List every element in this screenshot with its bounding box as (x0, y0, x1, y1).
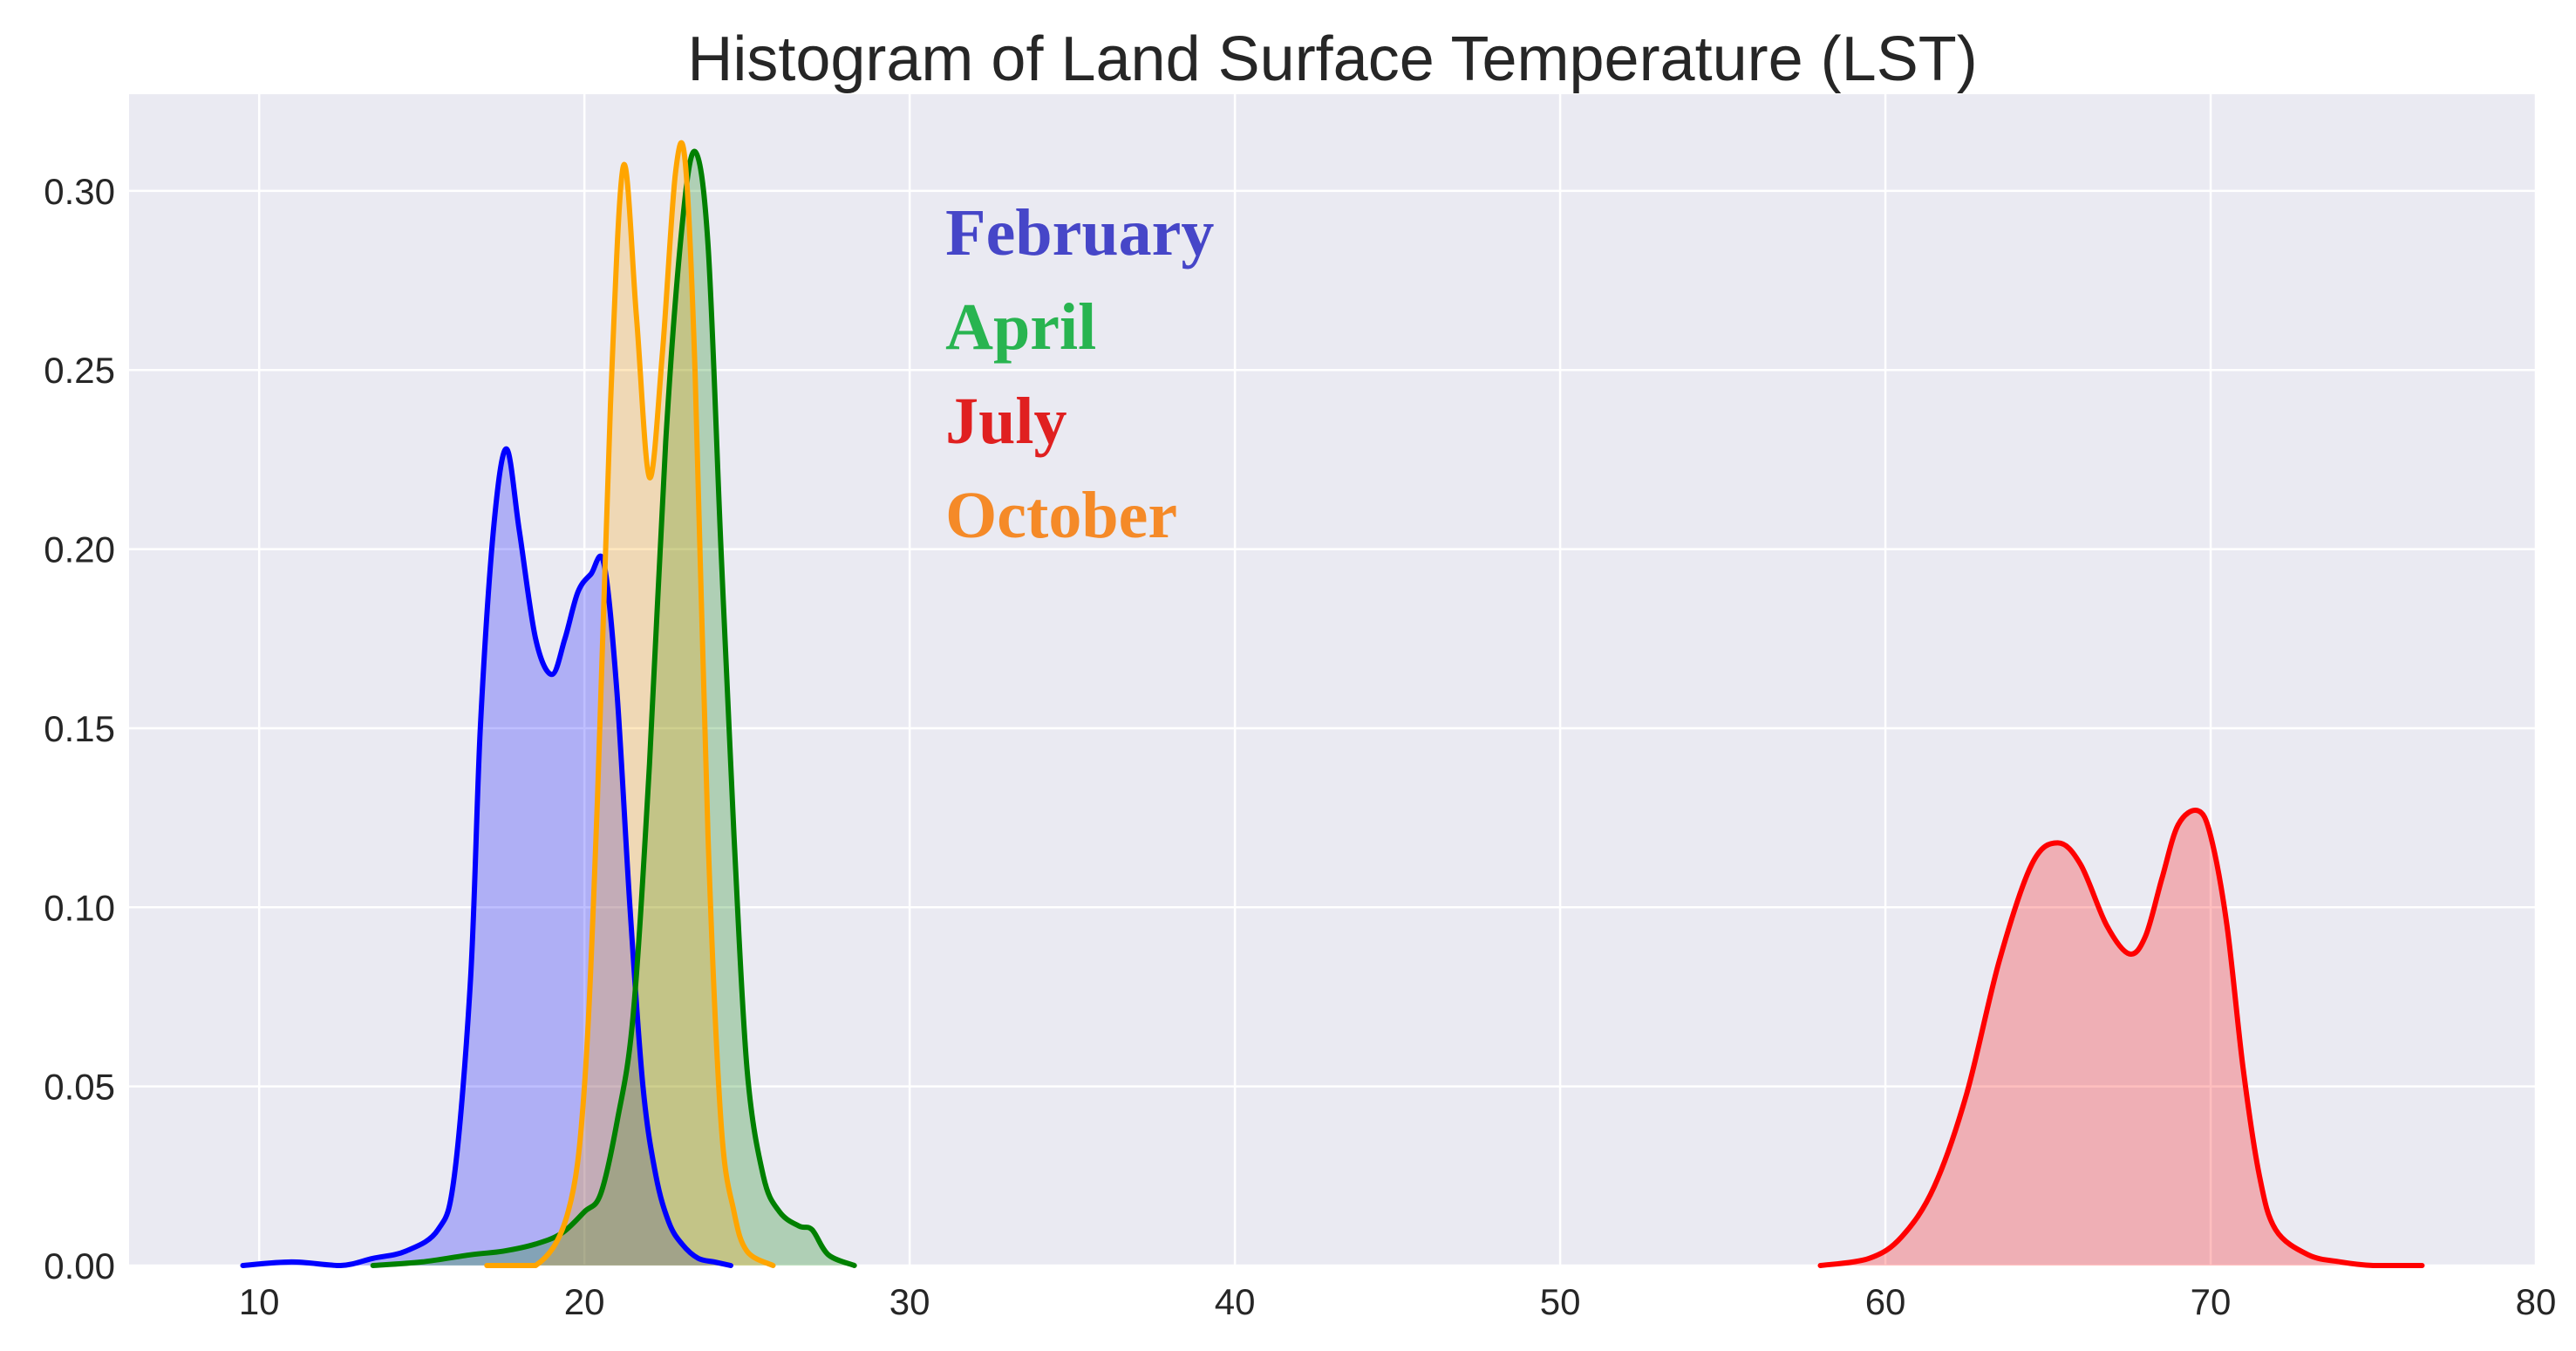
plot-area (129, 94, 2536, 1266)
february-line (240, 446, 733, 1268)
legend-february: February (945, 196, 1214, 270)
chart-title: Histogram of Land Surface Temperature (L… (687, 24, 1977, 94)
y-tick-label: 0.25 (44, 350, 115, 391)
y-tick-label: 0.05 (44, 1067, 115, 1108)
x-tick-label: 40 (1215, 1281, 1256, 1322)
february-area (242, 448, 731, 1266)
x-tick-label: 60 (1865, 1281, 1906, 1322)
x-tick-label: 70 (2191, 1281, 2232, 1322)
y-tick-label: 0.20 (44, 529, 115, 570)
x-tick-label: 50 (1540, 1281, 1581, 1322)
october-area (487, 142, 773, 1266)
x-tick-label: 10 (239, 1281, 280, 1322)
y-tick-label: 0.15 (44, 708, 115, 749)
legend-april: April (945, 290, 1096, 364)
y-tick-label: 0.10 (44, 887, 115, 928)
july-line (1817, 808, 2425, 1268)
y-tick-label: 0.00 (44, 1245, 115, 1286)
series-lines (240, 140, 2425, 1268)
y-axis-ticks: 0.00 0.05 0.10 0.15 0.20 0.25 0.30 (44, 171, 115, 1286)
april-area (372, 151, 855, 1266)
legend-october: October (945, 479, 1177, 552)
x-tick-label: 80 (2516, 1281, 2557, 1322)
series-fills (242, 142, 2423, 1266)
x-axis-ticks: 10 20 30 40 50 60 70 80 (239, 1281, 2557, 1322)
legend: February April July October (945, 196, 1214, 552)
x-tick-label: 20 (564, 1281, 605, 1322)
october-line (484, 140, 776, 1268)
x-tick-label: 30 (889, 1281, 930, 1322)
july-area (1820, 809, 2423, 1266)
y-tick-label: 0.30 (44, 171, 115, 212)
legend-july: July (945, 385, 1067, 458)
